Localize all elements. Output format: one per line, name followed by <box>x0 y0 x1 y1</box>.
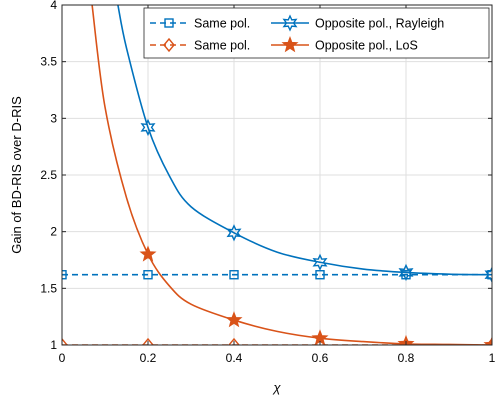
legend-marker <box>281 36 299 53</box>
x-tick-label: 0.8 <box>398 351 415 365</box>
data-point <box>315 270 325 280</box>
legend-entry: Opposite pol., LoS <box>271 36 418 53</box>
data-point <box>312 253 328 271</box>
legend-box <box>143 7 490 59</box>
data-point <box>400 337 412 345</box>
x-tick-label: 0.6 <box>312 351 329 365</box>
legend-marker <box>282 14 298 32</box>
legend-label: Opposite pol., LoS <box>315 39 418 53</box>
y-axis-label: Gain of BD-RIS over D-RIS <box>9 96 24 254</box>
y-tick-label: 1 <box>50 338 57 352</box>
data-point <box>139 245 157 262</box>
series-1 <box>62 337 492 345</box>
data-point <box>143 270 153 280</box>
series-line <box>117 5 492 276</box>
data-point <box>401 270 411 280</box>
legend-entry: Same pol. <box>150 37 250 53</box>
y-tick-label: 3.5 <box>40 55 57 69</box>
legend-entry: Opposite pol., Rayleigh <box>271 14 444 32</box>
y-tick-label: 2.5 <box>40 168 57 182</box>
y-tick-label: 2 <box>50 225 57 239</box>
data-point <box>228 337 240 345</box>
legend-label: Opposite pol., Rayleigh <box>315 17 444 31</box>
data-point <box>398 263 414 282</box>
data-point <box>486 337 492 345</box>
data-point <box>62 270 67 280</box>
x-ticks: 0 0.2 0.4 0.6 0.8 1 <box>59 5 496 365</box>
x-tick-label: 0 <box>59 351 66 365</box>
legend-label: Same pol. <box>194 17 250 31</box>
data-point <box>483 336 492 345</box>
y-tick-label: 4 <box>50 0 57 12</box>
data-point <box>229 270 239 280</box>
series-0 <box>62 270 492 280</box>
data-point <box>487 270 492 280</box>
data-point <box>142 337 154 345</box>
series-2 <box>117 5 492 284</box>
x-tick-label: 0.2 <box>140 351 157 365</box>
legend-entry: Same pol. <box>150 17 250 31</box>
legend-marker <box>163 37 175 53</box>
legend-label: Same pol. <box>194 39 250 53</box>
legend-marker <box>164 18 174 28</box>
data-point <box>225 311 243 328</box>
data-point <box>484 266 492 284</box>
data-point <box>140 118 156 137</box>
y-tick-label: 3 <box>50 111 57 125</box>
y-ticks: 1 1.5 2 2.5 3 3.5 4 <box>40 0 492 352</box>
x-tick-label: 1 <box>489 351 496 365</box>
grid <box>62 5 492 345</box>
x-axis-label: χ <box>272 380 281 395</box>
data-point <box>314 337 326 345</box>
x-tick-label: 0.4 <box>226 351 243 365</box>
legend: Same pol. Opposite pol., Rayleigh Same pol… <box>143 7 490 59</box>
y-tick-label: 1.5 <box>40 281 57 295</box>
data-point <box>226 224 242 242</box>
data-point <box>62 337 68 345</box>
